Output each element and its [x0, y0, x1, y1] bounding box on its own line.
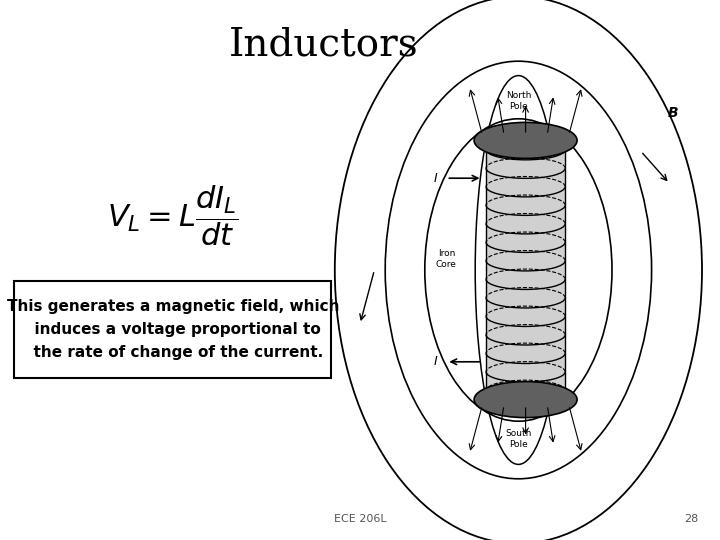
Text: This generates a magnetic field, which
  induces a voltage proportional to
  the: This generates a magnetic field, which i…: [6, 299, 339, 360]
Text: B: B: [668, 106, 678, 120]
Text: ECE 206L: ECE 206L: [333, 514, 387, 524]
Text: Inductors: Inductors: [229, 27, 419, 64]
Ellipse shape: [474, 123, 577, 158]
Text: North
Pole: North Pole: [505, 91, 531, 111]
Bar: [486, 140, 565, 400]
Text: Iron
Core: Iron Core: [436, 249, 456, 269]
Bar: [14, 281, 331, 378]
Text: I: I: [433, 172, 437, 185]
Ellipse shape: [474, 382, 577, 417]
Text: I: I: [433, 355, 437, 368]
Text: $V_L = L\dfrac{dI_L}{dt}$: $V_L = L\dfrac{dI_L}{dt}$: [107, 184, 238, 248]
Text: South
Pole: South Pole: [505, 429, 531, 449]
Text: 28: 28: [684, 514, 698, 524]
